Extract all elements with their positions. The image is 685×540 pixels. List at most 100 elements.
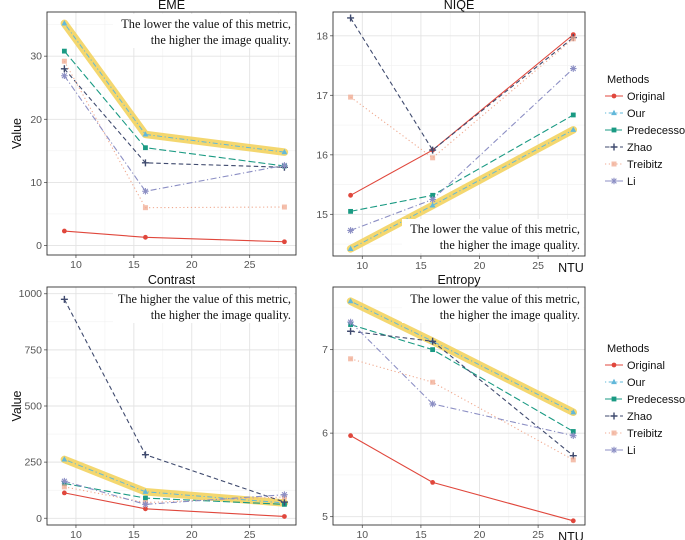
y-axis-label: Value: [10, 118, 24, 149]
legend-item-predecessor: Predecessor: [605, 125, 685, 137]
x-tick-label: 10: [356, 529, 368, 540]
marker-zhao: [610, 412, 618, 420]
marker-treibitz: [61, 484, 67, 490]
marker-predecessor: [611, 396, 617, 402]
marker-zhao: [429, 337, 437, 345]
series-li: [347, 65, 577, 234]
marker-our: [347, 245, 354, 251]
legend-label: Zhao: [627, 411, 652, 423]
x-axis-label: NTU: [558, 530, 584, 540]
marker-our: [429, 202, 436, 208]
series-line-our: [350, 300, 574, 413]
marker-predecessor: [570, 112, 576, 118]
annotation-box: [113, 289, 294, 323]
y-tick-label: 0: [36, 513, 42, 525]
marker-zhao: [610, 143, 618, 151]
marker-our: [281, 148, 288, 155]
plot-area: [333, 12, 585, 256]
legend-label: Li: [627, 176, 636, 188]
x-tick-label: 25: [532, 529, 544, 540]
plot-area: [333, 287, 585, 525]
marker-original: [611, 362, 617, 368]
x-tick-label: 20: [186, 529, 198, 540]
marker-zhao: [347, 327, 355, 335]
legend-label: Original: [627, 91, 665, 103]
marker-our: [570, 409, 577, 415]
marker-li: [61, 477, 68, 485]
y-tick-label: 10: [30, 177, 42, 189]
annotation-text: the higher the image quality.: [151, 308, 291, 322]
series-original: [348, 433, 576, 524]
y-tick-label: 16: [316, 149, 328, 161]
series-line-our: [63, 23, 285, 153]
marker-our: [61, 20, 68, 26]
legend-label: Treibitz: [627, 159, 663, 171]
series-zhao: [347, 327, 577, 460]
chart-panel-eme: 10 15 20 25 0 10 20 30 The lower the value of th…: [10, 0, 297, 271]
marker-original: [570, 518, 576, 524]
series-line-treibitz: [64, 486, 285, 504]
panel-border: [332, 286, 586, 526]
marker-li: [569, 432, 577, 439]
marker-treibitz: [142, 205, 148, 211]
series-line-li: [64, 480, 285, 505]
series-our: [347, 126, 577, 251]
marker-zhao: [141, 451, 149, 459]
x-tick-label: 15: [415, 529, 427, 540]
annotation-text: the higher the image quality.: [151, 33, 291, 47]
marker-treibitz: [348, 94, 354, 100]
marker-li: [347, 227, 354, 234]
marker-li: [610, 177, 618, 185]
series-line-li: [63, 75, 285, 192]
y-tick-label: 250: [24, 457, 42, 469]
legend-label: Predecessor: [627, 125, 685, 137]
legend-item-original: Original: [605, 360, 665, 372]
legend-item-treibitz: Treibitz: [605, 159, 663, 171]
marker-predecessor: [430, 192, 436, 198]
marker-original: [430, 480, 436, 485]
marker-original: [143, 506, 148, 512]
marker-treibitz: [570, 36, 576, 42]
series-treibitz: [61, 58, 287, 211]
annotation-text: The higher the value of this metric,: [118, 292, 291, 306]
legend-item-zhao: Zhao: [605, 142, 652, 154]
series-line-our: [350, 129, 574, 250]
series-li: [61, 477, 288, 508]
chart-panel-niqe: 10 15 20 25 15 16 17 18 The lower the value of t…: [316, 0, 586, 275]
marker-zhao: [280, 498, 288, 506]
annotation-text: The lower the value of this metric,: [410, 222, 580, 236]
chart-title: EME: [158, 0, 185, 12]
y-tick-label: 750: [24, 344, 42, 356]
x-tick-label: 10: [70, 529, 82, 540]
marker-original: [348, 433, 353, 439]
legend-item-predecessor: Predecessor: [605, 394, 685, 406]
legend-item-zhao: Zhao: [605, 411, 652, 423]
marker-treibitz: [570, 457, 576, 463]
marker-treibitz: [611, 430, 617, 436]
marker-li: [61, 72, 68, 80]
x-tick-label: 20: [474, 529, 486, 540]
legend: Methods Original Our Predecessor Zhao Treibit…: [605, 343, 685, 457]
marker-original: [282, 239, 287, 245]
marker-our: [142, 488, 149, 494]
annotation-text: the higher the image quality.: [440, 238, 580, 252]
marker-predecessor: [570, 429, 576, 434]
y-tick-label: 17: [316, 90, 328, 102]
y-tick-label: 0: [36, 240, 42, 252]
marker-predecessor: [430, 347, 436, 353]
x-tick-label: 15: [128, 529, 140, 540]
x-tick-label: 20: [474, 260, 486, 272]
x-tick-label: 15: [415, 260, 427, 272]
marker-treibitz: [348, 356, 354, 362]
marker-zhao: [141, 159, 149, 167]
marker-our: [611, 378, 617, 385]
marker-treibitz: [430, 379, 436, 385]
marker-predecessor: [611, 127, 617, 133]
series-zhao: [60, 295, 288, 506]
marker-predecessor: [348, 208, 353, 214]
marker-predecessor: [143, 145, 148, 151]
chart-panel-entropy: 10 15 20 25 5 6 7 The lower the value of this m…: [322, 273, 586, 540]
marker-li: [142, 501, 149, 508]
y-tick-label: 20: [30, 114, 42, 126]
legend-label: Zhao: [627, 142, 652, 154]
